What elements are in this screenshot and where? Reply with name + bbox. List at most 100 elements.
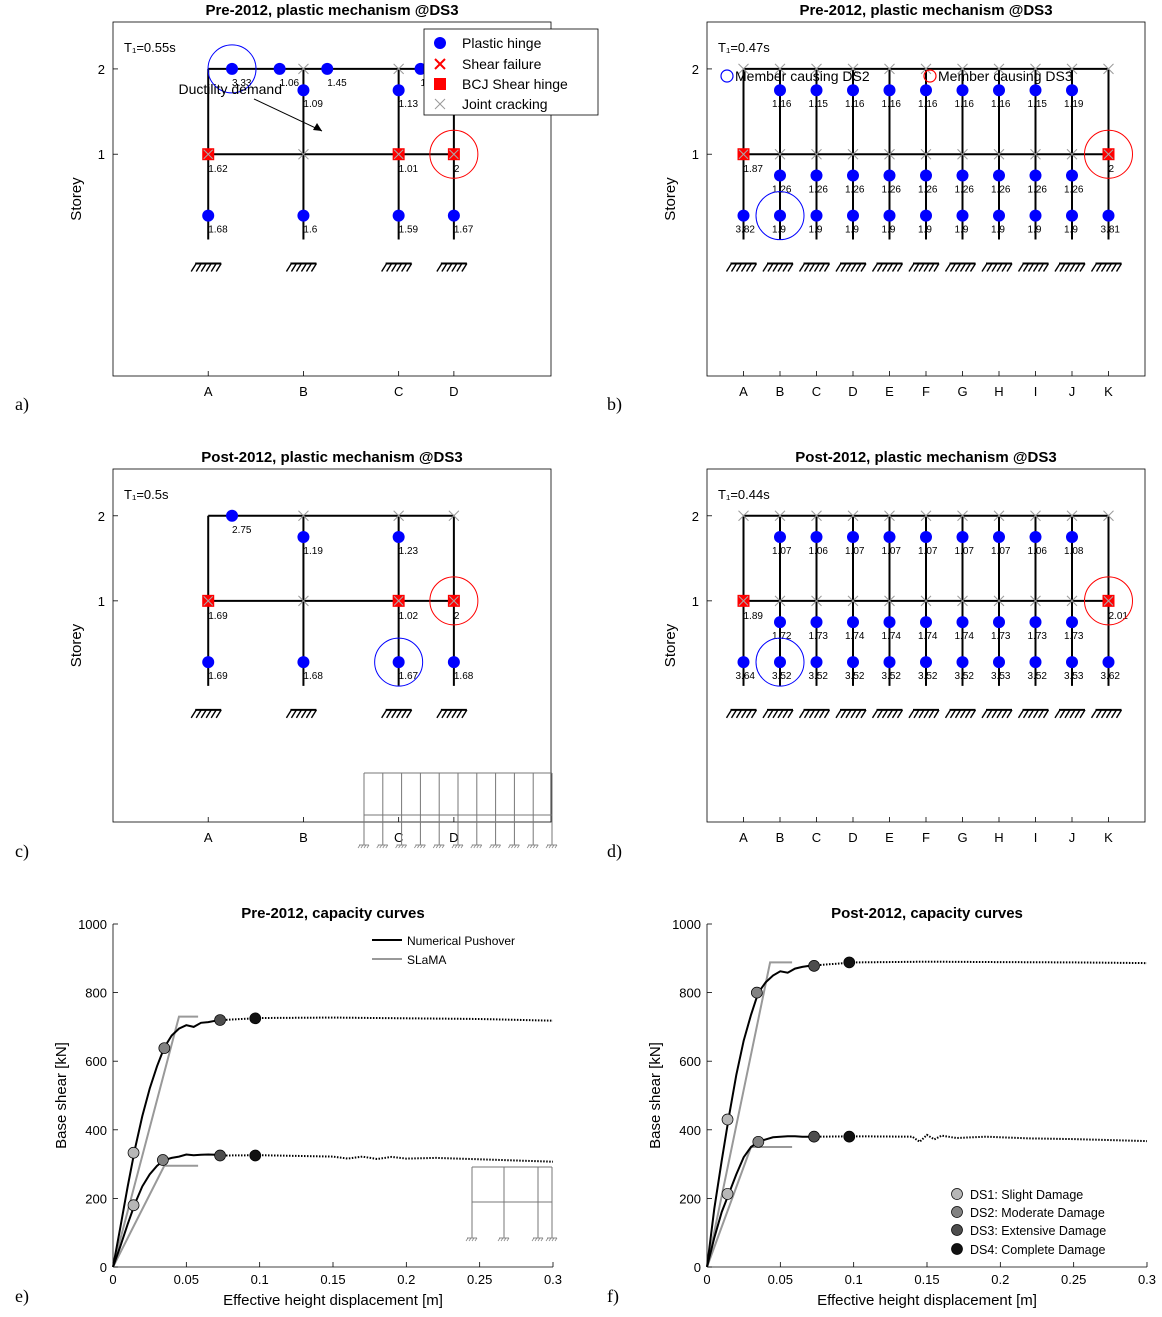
joint-crack-marker <box>957 63 968 75</box>
panel-label: b) <box>607 394 622 415</box>
x-tick-label: 0.15 <box>320 1272 345 1287</box>
legend-entry: Member causing DS3 <box>938 68 1073 84</box>
fixed-support <box>380 262 413 273</box>
plastic-hinge-marker <box>847 616 859 629</box>
column-label: A <box>204 384 213 399</box>
plastic-hinge-marker <box>810 531 823 544</box>
inset-frame-3-bay <box>465 1166 558 1242</box>
ductility-value: 1.07 <box>882 546 902 557</box>
joint-crack-marker <box>1030 595 1041 607</box>
legend-entry: Plastic hinge <box>462 35 542 51</box>
ductility-value: 1.16 <box>955 99 975 110</box>
ductility-value: 1.26 <box>882 185 902 196</box>
inset-frame-10-bay <box>357 772 558 849</box>
damage-state-point-ds4 <box>843 1130 856 1143</box>
joint-crack-marker <box>920 510 932 522</box>
ductility-value: 1.26 <box>772 185 792 196</box>
annotation-arrow-line <box>253 98 323 132</box>
y-tick-label: 800 <box>85 986 107 1001</box>
x-tick-label: 0.2 <box>397 1272 415 1287</box>
plastic-hinge-marker <box>956 84 969 97</box>
column-label: E <box>885 384 894 399</box>
column-label: C <box>812 384 821 399</box>
ductility-value: 1.67 <box>399 671 419 682</box>
y-tick-label: 400 <box>679 1123 701 1138</box>
plastic-hinge-marker <box>883 656 896 669</box>
ds2-member-circle <box>755 637 805 687</box>
plastic-hinge-marker <box>956 169 969 182</box>
inset-support <box>497 1237 510 1242</box>
plastic-hinge-marker <box>847 209 859 222</box>
plastic-hinge-marker <box>774 656 786 669</box>
capacity-panel-e: Pre-2012, capacity curves e) 0 0.05 0.1 0.15 0… <box>15 772 562 1309</box>
plastic-hinge-marker <box>297 209 310 222</box>
ductility-value: 1.07 <box>918 546 938 557</box>
legend-ds-icon <box>951 1243 963 1255</box>
joint-crack-marker <box>1103 63 1114 75</box>
y-tick-label: 1000 <box>672 917 701 932</box>
legend-damage-states: DS1: Slight Damage DS2: Moderate Damage DS… <box>951 1188 1106 1257</box>
plastic-hinge-marker <box>321 62 334 75</box>
plastic-hinge-marker <box>1029 169 1042 182</box>
fixed-support <box>798 708 831 719</box>
fixed-support <box>725 708 758 719</box>
joint-crack-marker <box>774 510 786 522</box>
column-label: G <box>957 830 967 845</box>
legend-ds2-icon <box>720 69 734 83</box>
joint-crack-marker <box>884 63 895 75</box>
joint-crack-marker <box>738 510 749 522</box>
plastic-hinge-marker <box>226 62 239 75</box>
inset-support <box>413 844 426 849</box>
inset-support <box>432 844 445 849</box>
ductility-value: 1.26 <box>845 185 865 196</box>
ds3-member-circle <box>1084 576 1133 626</box>
fixed-support <box>1054 708 1086 719</box>
damage-state-point-ds2 <box>158 1042 171 1055</box>
damage-state-point-ds3 <box>808 959 820 972</box>
ductility-value: 1.16 <box>772 99 792 110</box>
plastic-hinge-marker <box>202 209 215 222</box>
joint-crack-marker <box>298 510 309 522</box>
ductility-value: 1.9 <box>918 225 932 236</box>
panel-label: a) <box>15 394 29 415</box>
bcj-cross <box>449 149 459 160</box>
x-tick-label: 0.15 <box>914 1272 939 1287</box>
joint-crack-marker <box>811 595 822 607</box>
plastic-hinge-marker <box>883 84 896 97</box>
panel-title: Pre-2012, plastic mechanism @DS3 <box>799 2 1052 19</box>
legend-entry: Member causing DS2 <box>735 68 870 84</box>
plastic-hinge-marker <box>297 531 310 544</box>
plastic-hinge-marker <box>810 84 823 97</box>
ductility-value: 3.62 <box>1101 671 1121 682</box>
fixed-support <box>380 708 413 719</box>
period-label: T₁=0.47s <box>718 40 770 55</box>
inset-support <box>545 1237 558 1242</box>
column-label: C <box>394 830 403 845</box>
column-label: B <box>299 384 308 399</box>
y-tick-label: 600 <box>85 1054 107 1069</box>
inset-support <box>526 844 539 849</box>
joint-crack-marker <box>1066 510 1078 522</box>
numerical-pushover-post-peak <box>222 1016 554 1022</box>
inset-support <box>545 844 558 849</box>
column-label: I <box>1034 384 1038 399</box>
joint-crack-marker <box>393 510 405 522</box>
x-tick-label: 0 <box>703 1272 710 1287</box>
plastic-hinge-marker <box>297 84 310 97</box>
column-label: F <box>922 830 930 845</box>
fixed-support <box>725 262 758 273</box>
ds3-member-circle <box>1084 129 1133 179</box>
period-label: T₁=0.44s <box>718 487 770 502</box>
y-tick-label: 1 <box>98 594 105 609</box>
column-label: K <box>1104 830 1113 845</box>
panel-title: Pre-2012, capacity curves <box>241 905 424 922</box>
joint-crack-marker <box>847 63 859 75</box>
joint-crack-marker <box>920 63 932 75</box>
fixed-support <box>1090 708 1123 719</box>
joint-crack-marker <box>738 63 749 75</box>
joint-crack-marker <box>993 148 1005 160</box>
damage-state-point-ds4 <box>249 1149 262 1162</box>
inset-support <box>470 844 483 849</box>
ductility-value: 1.73 <box>809 631 829 642</box>
ductility-value: 1.13 <box>399 99 419 110</box>
